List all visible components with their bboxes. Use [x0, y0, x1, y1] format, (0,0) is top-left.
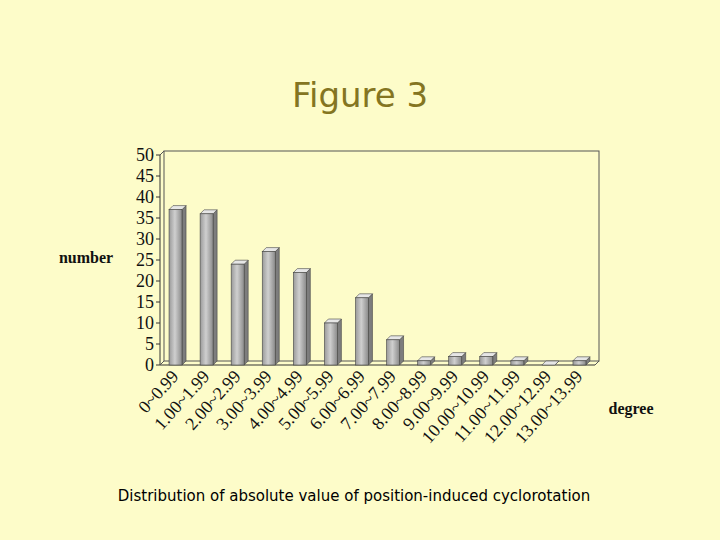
y-tick-label: 5 — [145, 334, 154, 354]
back-wall — [164, 151, 599, 361]
y-tick — [156, 344, 160, 345]
bar-side — [337, 319, 341, 365]
y-tick-label: 30 — [136, 229, 154, 249]
frame-edge — [160, 361, 164, 365]
chart: Figure 3051015202530354045500~0.991.00~1… — [0, 0, 720, 540]
bar-top — [355, 294, 372, 298]
bar-side — [275, 248, 279, 365]
bar-side — [213, 210, 217, 365]
y-tick-label: 10 — [136, 313, 154, 333]
bar-top — [324, 319, 341, 323]
y-tick-label: 0 — [145, 355, 154, 375]
background — [0, 0, 720, 540]
y-tick — [156, 260, 160, 261]
bar-top — [480, 353, 497, 357]
bar-side — [244, 260, 248, 365]
y-tick-label: 25 — [136, 250, 154, 270]
y-tick-label: 50 — [136, 145, 154, 165]
caption: Distribution of absolute value of positi… — [118, 487, 591, 505]
y-tick — [156, 176, 160, 177]
bar-top — [418, 357, 435, 361]
x-axis — [160, 365, 595, 366]
bar-top — [542, 361, 559, 365]
bar — [480, 357, 493, 365]
bar — [449, 357, 462, 365]
bar-top — [511, 357, 528, 361]
bar-side — [368, 294, 372, 365]
bar — [418, 361, 431, 365]
bar — [542, 365, 555, 366]
bar — [355, 298, 368, 365]
y-tick-label: 40 — [136, 187, 154, 207]
bar — [200, 214, 213, 365]
bar-top — [387, 336, 404, 340]
bar — [293, 273, 306, 365]
x-axis-label: degree — [608, 400, 653, 418]
bar-top — [231, 260, 248, 264]
bar — [573, 361, 586, 365]
bar-side — [400, 336, 404, 365]
frame-edge — [160, 151, 164, 155]
y-tick — [156, 197, 160, 198]
root: Figure 3051015202530354045500~0.991.00~1… — [0, 0, 720, 540]
bar-side — [182, 206, 186, 365]
bar-side — [306, 269, 310, 365]
y-tick — [156, 218, 160, 219]
bar-top — [573, 357, 590, 361]
bar — [169, 210, 182, 365]
bar-top — [449, 353, 466, 357]
y-tick — [156, 155, 160, 156]
bar — [387, 340, 400, 365]
y-tick — [156, 239, 160, 240]
title: Figure 3 — [292, 75, 428, 115]
bar — [231, 264, 244, 365]
y-tick — [156, 281, 160, 282]
y-tick — [156, 302, 160, 303]
frame-edge — [595, 361, 599, 365]
y-tick-label: 35 — [136, 208, 154, 228]
bar — [262, 252, 275, 365]
bar-top — [293, 269, 310, 273]
y-tick — [156, 323, 160, 324]
y-axis-label: number — [59, 249, 113, 266]
bar-top — [169, 206, 186, 210]
bar-top — [200, 210, 217, 214]
y-tick-label: 15 — [136, 292, 154, 312]
y-tick — [156, 365, 160, 366]
bar-top — [262, 248, 279, 252]
bar — [324, 323, 337, 365]
y-tick-label: 20 — [136, 271, 154, 291]
y-tick-label: 45 — [136, 166, 154, 186]
bar — [511, 361, 524, 365]
bars — [169, 206, 590, 365]
x-tick-label: 13.00~13.99 — [511, 366, 587, 447]
